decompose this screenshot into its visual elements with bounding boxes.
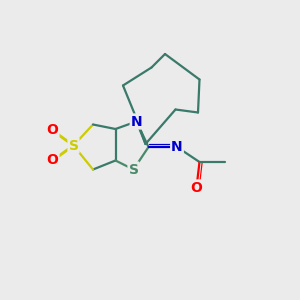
Text: O: O	[190, 181, 202, 194]
Text: O: O	[46, 124, 58, 137]
Text: S: S	[128, 163, 139, 176]
Text: S: S	[68, 139, 79, 152]
Text: O: O	[46, 154, 58, 167]
Text: N: N	[131, 115, 142, 128]
Text: N: N	[171, 140, 183, 154]
